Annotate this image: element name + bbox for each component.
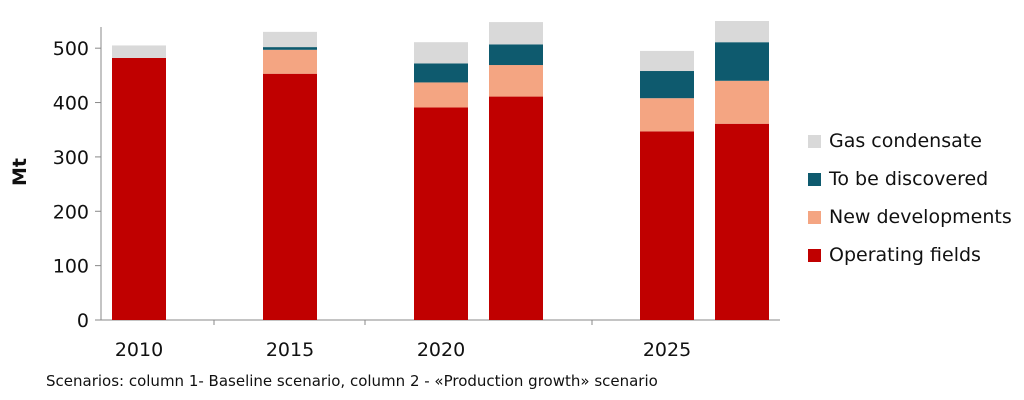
bar-segment-to-be-discovered — [640, 71, 694, 99]
bar-segment-gas-condensate — [112, 45, 166, 58]
y-tick-label: 0 — [77, 310, 89, 332]
bar-segment-gas-condensate — [414, 42, 468, 64]
x-tick-label: 2015 — [266, 339, 314, 361]
legend-swatch — [808, 210, 821, 224]
legend-swatch — [808, 172, 821, 186]
bar-segment-new-developments — [489, 65, 543, 97]
bar-segment-to-be-discovered — [414, 63, 468, 83]
legend-label: New developments — [829, 206, 1012, 228]
y-tick-label: 200 — [53, 201, 89, 223]
bar-segment-operating-fields — [715, 123, 769, 320]
bar-segment-new-developments — [640, 98, 694, 132]
x-tick-label: 2010 — [115, 339, 163, 361]
x-tick-label: 2025 — [643, 339, 691, 361]
y-axis-label: Mt — [9, 158, 31, 186]
bar-segment-gas-condensate — [640, 50, 694, 72]
scenario-note: Scenarios: column 1- Baseline scenario, … — [46, 372, 658, 390]
bar-segment-to-be-discovered — [715, 42, 769, 81]
bar-segment-to-be-discovered — [263, 47, 317, 50]
legend-label: To be discovered — [829, 168, 989, 190]
bar-segment-new-developments — [263, 49, 317, 74]
bar-segment-gas-condensate — [715, 21, 769, 43]
bar-segment-operating-fields — [414, 107, 468, 321]
bar-segment-new-developments — [414, 82, 468, 108]
legend-label: Operating fields — [829, 244, 981, 266]
bar-segment-new-developments — [715, 80, 769, 124]
bar-segment-operating-fields — [489, 96, 543, 320]
legend-item: Operating fields — [808, 236, 1012, 274]
bar-segment-operating-fields — [640, 131, 694, 320]
legend-label: Gas condensate — [829, 130, 982, 152]
x-tick-label: 2020 — [417, 339, 465, 361]
bar-segment-gas-condensate — [263, 31, 317, 48]
bar-segment-gas-condensate — [489, 22, 543, 45]
bar-segment-operating-fields — [112, 57, 166, 320]
legend-item: Gas condensate — [808, 122, 1012, 160]
y-tick-label: 300 — [53, 147, 89, 169]
legend-swatch — [808, 248, 821, 262]
legend-swatch — [808, 134, 821, 148]
y-tick-label: 400 — [53, 93, 89, 115]
y-tick-label: 100 — [53, 256, 89, 278]
bar-segment-operating-fields — [263, 73, 317, 320]
bar-segment-to-be-discovered — [489, 44, 543, 66]
chart-legend: Gas condensate To be discovered New develo… — [808, 122, 1012, 274]
legend-item: To be discovered — [808, 160, 1012, 198]
legend-item: New developments — [808, 198, 1012, 236]
y-tick-label: 500 — [53, 38, 89, 60]
